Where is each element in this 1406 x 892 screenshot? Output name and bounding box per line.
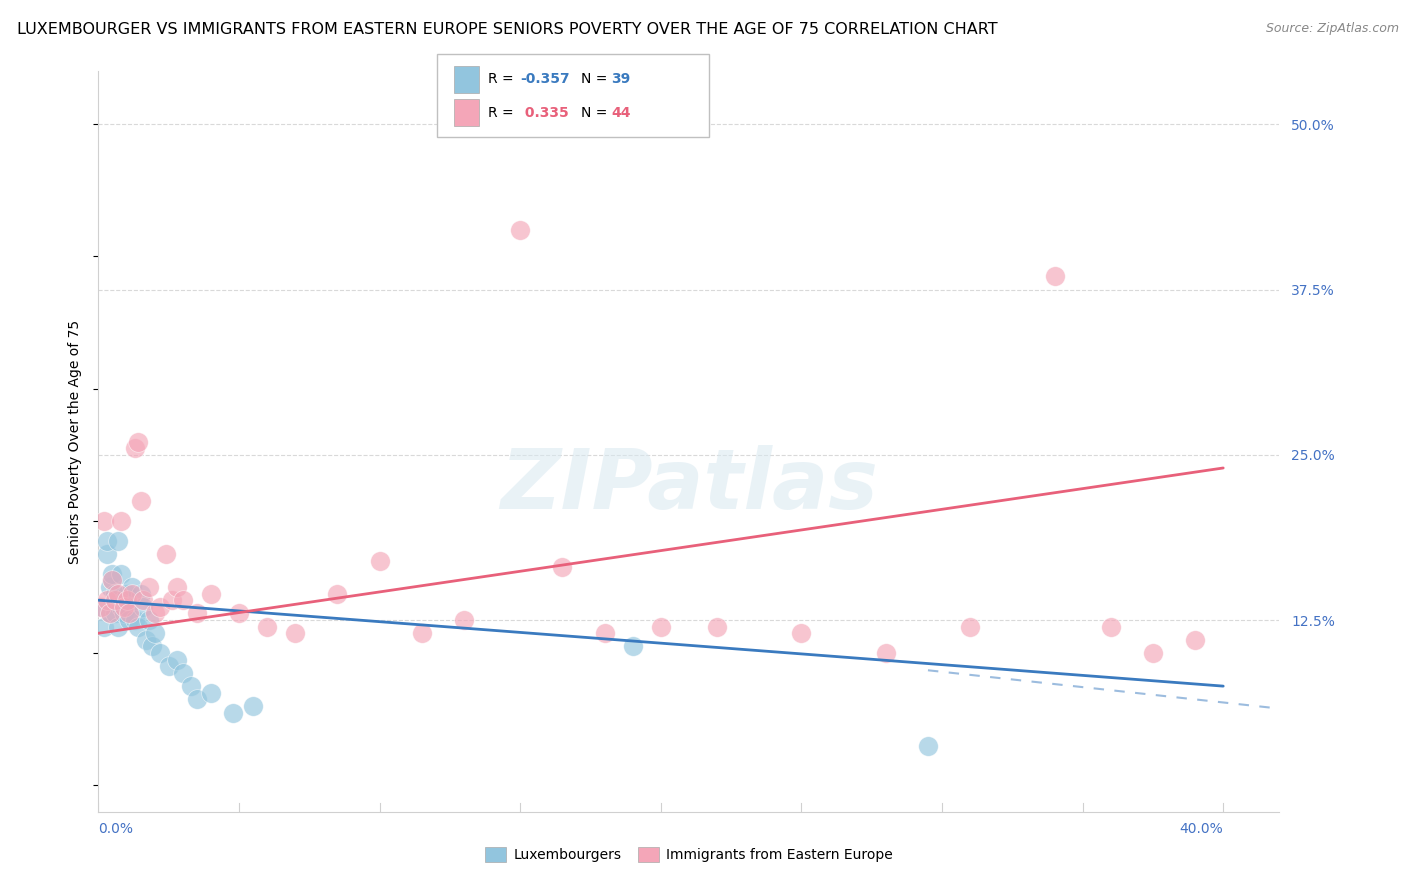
Point (256, 620, 278, 634)
Point (143, 626, 166, 640)
Text: 44: 44 (612, 105, 631, 120)
Point (228, 607, 250, 621)
Point (1099, 620, 1122, 634)
Point (98, 607, 121, 621)
Point (650, 620, 672, 634)
Point (112, 599, 135, 614)
Point (115, 599, 138, 614)
Point (200, 686, 222, 700)
Point (104, 593, 127, 607)
Text: 40.0%: 40.0% (1180, 822, 1223, 837)
Point (186, 607, 208, 621)
Point (959, 620, 981, 634)
Point (104, 586, 127, 600)
Point (143, 607, 166, 621)
Point (138, 613, 160, 627)
Point (124, 613, 146, 627)
Point (453, 613, 475, 627)
Point (107, 533, 129, 548)
Point (141, 640, 163, 654)
Point (790, 626, 813, 640)
Point (222, 706, 245, 720)
Point (160, 593, 183, 607)
Point (166, 653, 188, 667)
Point (124, 441, 146, 455)
Text: Source: ZipAtlas.com: Source: ZipAtlas.com (1265, 22, 1399, 36)
Point (138, 580, 160, 594)
Point (180, 679, 202, 693)
Point (129, 586, 152, 600)
Point (132, 599, 155, 614)
Point (127, 620, 149, 634)
Point (706, 620, 728, 634)
Y-axis label: Seniors Poverty Over the Age of 75: Seniors Poverty Over the Age of 75 (69, 319, 83, 564)
Point (118, 613, 141, 627)
Text: 0.335: 0.335 (520, 105, 569, 120)
Point (172, 593, 194, 607)
Point (101, 574, 124, 588)
Point (1043, 269, 1066, 284)
Point (129, 494, 152, 508)
Point (917, 739, 939, 753)
Point (186, 692, 208, 706)
Point (1142, 646, 1164, 660)
Point (368, 553, 391, 567)
Point (284, 626, 307, 640)
Point (98, 580, 121, 594)
Point (172, 665, 194, 680)
Point (326, 586, 349, 600)
Point (101, 566, 124, 581)
Text: LUXEMBOURGER VS IMMIGRANTS FROM EASTERN EUROPE SENIORS POVERTY OVER THE AGE OF 7: LUXEMBOURGER VS IMMIGRANTS FROM EASTERN … (17, 22, 997, 37)
Legend: Luxembourgers, Immigrants from Eastern Europe: Luxembourgers, Immigrants from Eastern E… (479, 842, 898, 868)
Point (107, 620, 129, 634)
Text: 39: 39 (612, 72, 631, 87)
Point (93, 620, 115, 634)
Point (509, 223, 531, 237)
Point (112, 593, 135, 607)
Point (104, 607, 127, 621)
Point (155, 547, 177, 561)
Point (115, 586, 138, 600)
Text: -0.357: -0.357 (520, 72, 569, 87)
Point (1184, 632, 1206, 647)
Point (110, 566, 132, 581)
Point (110, 514, 132, 528)
Text: ZIPatlas: ZIPatlas (501, 445, 877, 526)
Point (875, 646, 897, 660)
Text: 0.0%: 0.0% (98, 822, 134, 837)
Point (107, 586, 129, 600)
Point (121, 586, 143, 600)
Point (411, 626, 433, 640)
Point (98, 607, 121, 621)
Point (135, 632, 157, 647)
Text: R =: R = (488, 72, 517, 87)
Point (200, 586, 222, 600)
Point (166, 580, 188, 594)
Point (101, 574, 124, 588)
Text: R =: R = (488, 105, 517, 120)
Point (90, 599, 112, 614)
Text: N =: N = (581, 72, 612, 87)
Point (110, 599, 132, 614)
Point (132, 593, 155, 607)
Point (149, 646, 172, 660)
Point (118, 607, 141, 621)
Point (112, 607, 135, 621)
Point (149, 599, 172, 614)
Point (242, 698, 264, 713)
Point (121, 580, 143, 594)
Point (115, 593, 138, 607)
Text: N =: N = (581, 105, 612, 120)
Point (621, 640, 644, 654)
Point (96, 547, 118, 561)
Point (593, 626, 616, 640)
Point (96, 533, 118, 548)
Point (551, 560, 574, 574)
Point (127, 434, 149, 449)
Point (93, 514, 115, 528)
Point (90, 599, 112, 614)
Point (157, 659, 180, 673)
Point (96, 593, 118, 607)
